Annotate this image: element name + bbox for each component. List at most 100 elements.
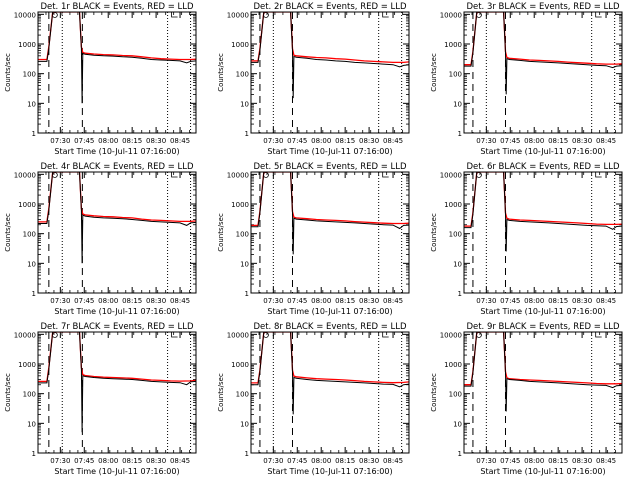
plot-frame xyxy=(37,11,197,134)
x-axis-label: Start Time (10-Jul-11 07:16:00) xyxy=(267,307,392,316)
series-line-events xyxy=(251,332,409,415)
chart-title: Det. 5r BLACK = Events, RED = LLD xyxy=(253,162,407,172)
y-tick-label: 10000 xyxy=(440,11,462,19)
y-tick-label: 10 xyxy=(27,260,36,268)
x-tick-label: 08:15 xyxy=(548,297,568,305)
x-tick-label: 08:00 xyxy=(524,297,544,305)
chart-panel-6: Det. 6r BLACK = Events, RED = LLD Counts/… xyxy=(430,162,623,316)
chart-panel-3: Det. 3r BLACK = Events, RED = LLD Counts/… xyxy=(430,2,623,156)
x-tick-label: 07:30 xyxy=(50,297,70,305)
x-tick-label: 08:45 xyxy=(170,457,190,465)
chart-title: Det. 2r BLACK = Events, RED = LLD xyxy=(253,2,407,12)
corner-marker xyxy=(595,12,602,18)
plot-frame xyxy=(37,331,197,454)
x-axis-label: Start Time (10-Jul-11 07:16:00) xyxy=(267,467,392,476)
y-tick-label: 1 xyxy=(458,130,462,138)
x-tick-label: 08:15 xyxy=(122,137,142,145)
series-line-lld xyxy=(38,332,196,383)
series-line-lld xyxy=(464,172,622,227)
chart-title: Det. 8r BLACK = Events, RED = LLD xyxy=(253,322,407,332)
y-tick-label: 10000 xyxy=(14,171,36,179)
x-tick-label: 07:45 xyxy=(74,457,94,465)
series-line-lld xyxy=(251,332,409,384)
series-line-lld xyxy=(251,172,409,227)
chart-panel-2: Det. 2r BLACK = Events, RED = LLD Counts/… xyxy=(217,2,410,156)
y-tick-label: 1 xyxy=(245,130,249,138)
chart-panel-7: Det. 7r BLACK = Events, RED = LLD Counts/… xyxy=(4,322,197,476)
x-tick-label: 08:30 xyxy=(359,297,379,305)
y-tick-label: 10000 xyxy=(440,331,462,339)
series-line-lld xyxy=(38,172,196,223)
x-tick-label: 08:45 xyxy=(170,297,190,305)
x-tick-label: 08:45 xyxy=(596,137,616,145)
corner-marker xyxy=(382,12,389,18)
x-tick-label: 08:15 xyxy=(335,137,355,145)
series-line-lld xyxy=(464,332,622,386)
x-tick-label: 07:30 xyxy=(476,137,496,145)
y-tick-label: 100 xyxy=(23,71,36,79)
x-tick-label: 08:45 xyxy=(383,457,403,465)
x-tick-label: 08:15 xyxy=(335,457,355,465)
y-tick-label: 1 xyxy=(245,450,249,458)
chart-panel-9: Det. 9r BLACK = Events, RED = LLD Counts/… xyxy=(430,322,623,476)
y-tick-label: 1000 xyxy=(231,361,249,369)
y-tick-label: 1 xyxy=(32,450,36,458)
y-tick-label: 10000 xyxy=(14,331,36,339)
chart-title: Det. 7r BLACK = Events, RED = LLD xyxy=(40,322,194,332)
x-tick-label: 07:30 xyxy=(476,297,496,305)
x-tick-label: 08:30 xyxy=(359,137,379,145)
y-axis-label: Counts/sec xyxy=(217,213,225,252)
x-tick-label: 07:30 xyxy=(476,457,496,465)
corner-marker xyxy=(171,332,178,338)
series-line-lld xyxy=(38,12,196,61)
corner-marker xyxy=(382,332,389,338)
y-tick-label: 1000 xyxy=(18,201,36,209)
series-line-events xyxy=(464,332,622,412)
y-tick-label: 1000 xyxy=(444,201,462,209)
series-line-events xyxy=(38,12,196,104)
y-tick-label: 1000 xyxy=(231,41,249,49)
x-axis-label: Start Time (10-Jul-11 07:16:00) xyxy=(54,467,179,476)
y-axis-label: Counts/sec xyxy=(4,53,12,92)
chart-title: Det. 6r BLACK = Events, RED = LLD xyxy=(466,162,620,172)
x-tick-label: 07:45 xyxy=(500,137,520,145)
x-tick-label: 08:45 xyxy=(383,297,403,305)
series-line-events xyxy=(464,12,622,95)
chart-title: Det. 9r BLACK = Events, RED = LLD xyxy=(466,322,620,332)
x-tick-label: 08:30 xyxy=(572,297,592,305)
y-tick-label: 100 xyxy=(236,71,249,79)
y-tick-label: 10000 xyxy=(14,11,36,19)
x-tick-label: 07:45 xyxy=(287,137,307,145)
x-tick-label: 07:30 xyxy=(50,457,70,465)
y-tick-label: 1 xyxy=(245,290,249,298)
x-tick-label: 08:45 xyxy=(170,137,190,145)
y-tick-label: 1 xyxy=(32,130,36,138)
x-tick-label: 08:15 xyxy=(335,297,355,305)
y-tick-label: 10 xyxy=(27,100,36,108)
x-tick-label: 07:45 xyxy=(74,137,94,145)
y-tick-label: 100 xyxy=(23,231,36,239)
x-tick-label: 07:45 xyxy=(287,457,307,465)
plot-frame xyxy=(250,171,410,294)
x-tick-label: 08:00 xyxy=(98,457,118,465)
x-tick-label: 08:00 xyxy=(311,457,331,465)
y-tick-label: 10000 xyxy=(227,11,249,19)
y-tick-label: 100 xyxy=(23,391,36,399)
x-tick-label: 07:45 xyxy=(500,297,520,305)
y-tick-label: 1000 xyxy=(444,41,462,49)
corner-marker xyxy=(595,172,602,178)
plot-frame xyxy=(463,171,623,294)
x-axis-label: Start Time (10-Jul-11 07:16:00) xyxy=(480,147,605,156)
plot-frame xyxy=(37,171,197,294)
x-tick-label: 07:30 xyxy=(50,137,70,145)
x-tick-label: 08:45 xyxy=(596,297,616,305)
y-tick-label: 100 xyxy=(449,231,462,239)
y-tick-label: 10000 xyxy=(227,171,249,179)
plot-frame xyxy=(250,331,410,454)
y-tick-label: 1000 xyxy=(18,41,36,49)
chart-panel-4: Det. 4r BLACK = Events, RED = LLD Counts/… xyxy=(4,162,197,316)
x-tick-label: 07:45 xyxy=(500,457,520,465)
x-tick-label: 07:30 xyxy=(263,457,283,465)
x-tick-label: 08:30 xyxy=(572,457,592,465)
x-tick-label: 07:30 xyxy=(263,297,283,305)
